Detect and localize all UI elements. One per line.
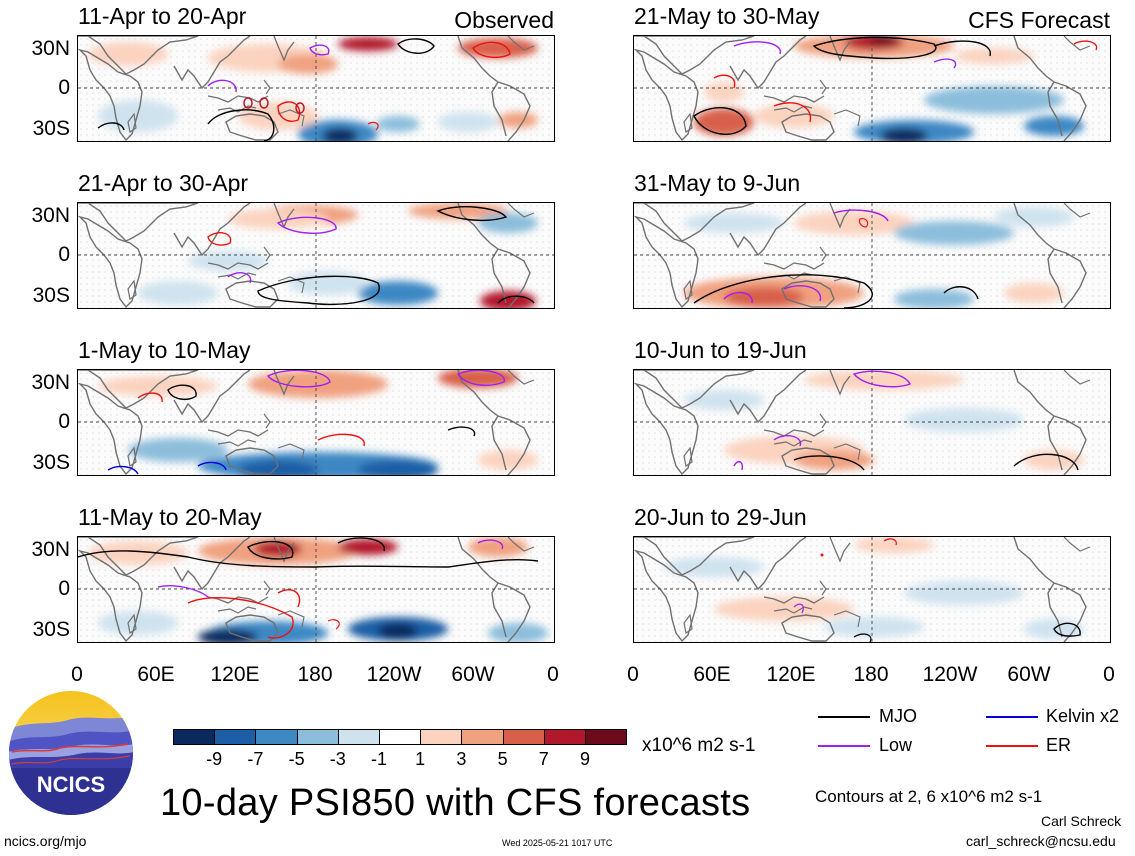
lat-label: 30N <box>31 371 70 394</box>
lon-label: 60E <box>693 663 731 686</box>
lon-label: 120W <box>366 663 422 686</box>
footer-timestamp: Wed 2025-05-21 1017 UTC <box>502 838 613 848</box>
lon-label: 180 <box>853 663 889 686</box>
lat-label: 30N <box>31 538 70 561</box>
panel-title: 11-Apr to 20-Apr <box>78 3 247 29</box>
colorbar-tick-label: -3 <box>329 749 346 769</box>
lon-label: 60E <box>137 663 175 686</box>
panel-title: 21-Apr to 30-Apr <box>78 170 249 196</box>
map-panel <box>77 35 555 142</box>
lon-label: 120W <box>922 663 978 686</box>
panel-title: 20-Jun to 29-Jun <box>634 504 807 530</box>
lat-label: 0 <box>58 410 70 433</box>
mjo-legend-line <box>818 716 870 718</box>
lat-label: 30S <box>32 451 70 474</box>
footer-email[interactable]: carl_schreck@ncsu.edu <box>966 833 1116 849</box>
colorbar-tick-label: 3 <box>456 749 467 769</box>
lat-label: 0 <box>58 76 70 99</box>
lat-label: 30N <box>31 37 70 60</box>
lon-label: 0 <box>547 663 559 686</box>
colorbar-swatch <box>337 729 380 745</box>
panel-title: 1-May to 10-May <box>78 337 251 363</box>
lon-label: 60W <box>451 663 495 686</box>
legend-label: Kelvin x2 <box>1046 706 1120 726</box>
lon-label: 120E <box>210 663 260 686</box>
lon-label: 0 <box>1103 663 1115 686</box>
legend-label: Low <box>879 735 913 755</box>
panel-title: 21-May to 30-May <box>634 3 820 29</box>
lat-label: 30N <box>31 204 70 227</box>
colorbar-swatch <box>502 729 545 745</box>
map-panel <box>633 369 1111 476</box>
observed-label: Observed <box>454 7 554 33</box>
colorbar-swatch <box>214 729 257 745</box>
colorbar-tick-label: -1 <box>370 749 387 769</box>
colorbar-swatch <box>173 729 216 745</box>
logo-text: NCICS <box>37 772 105 797</box>
map-panel <box>633 536 1111 643</box>
footer-author: Carl Schreck <box>1041 813 1122 829</box>
cfs-forecast-label: CFS Forecast <box>968 7 1110 33</box>
lat-label: 0 <box>58 243 70 266</box>
colorbar-swatch <box>585 729 628 745</box>
colorbar-tick-label: -7 <box>247 749 264 769</box>
colorbar-swatch <box>296 729 339 745</box>
lat-label: 30S <box>32 618 70 641</box>
footer-url[interactable]: ncics.org/mjo <box>4 833 87 849</box>
map-panel <box>633 202 1111 309</box>
contours-note: Contours at 2, 6 x10^6 m2 s-1 <box>815 787 1043 806</box>
lat-label: 30S <box>32 284 70 307</box>
lat-label: 0 <box>58 577 70 600</box>
colorbar-tick-label: 7 <box>538 749 549 769</box>
panel-title: 31-May to 9-Jun <box>634 170 801 196</box>
lon-label: 180 <box>297 663 333 686</box>
legend-label: ER <box>1046 735 1072 755</box>
lat-label: 30S <box>32 117 70 140</box>
colorbar-unit: x10^6 m2 s-1 <box>642 735 756 756</box>
colorbar-swatch <box>461 729 504 745</box>
kelvin-legend-line <box>986 716 1038 718</box>
legend-label: MJO <box>879 706 917 726</box>
colorbar-swatch <box>379 729 422 745</box>
colorbar-tick-label: 5 <box>497 749 508 769</box>
lon-label: 0 <box>71 663 83 686</box>
lon-label: 120E <box>766 663 816 686</box>
panel-title: 11-May to 20-May <box>78 504 262 530</box>
colorbar-swatch <box>255 729 298 745</box>
colorbar-tick-label: -9 <box>206 749 223 769</box>
lon-label: 0 <box>627 663 639 686</box>
ncics-logo: NCICS <box>9 691 133 815</box>
colorbar-tick-label: -5 <box>288 749 305 769</box>
er-legend-line <box>986 745 1038 747</box>
map-panel <box>633 35 1111 142</box>
main-title: 10-day PSI850 with CFS forecasts <box>160 782 751 824</box>
lon-label: 60W <box>1007 663 1051 686</box>
map-panel <box>77 536 555 643</box>
low-legend-line <box>818 745 870 747</box>
colorbar-tick-label: 1 <box>415 749 426 769</box>
map-panel <box>77 202 555 309</box>
colorbar-swatch <box>420 729 463 745</box>
panel-title: 10-Jun to 19-Jun <box>634 337 807 363</box>
map-panel <box>77 369 555 476</box>
colorbar-swatch <box>543 729 586 745</box>
colorbar-tick-label: 9 <box>579 749 590 769</box>
